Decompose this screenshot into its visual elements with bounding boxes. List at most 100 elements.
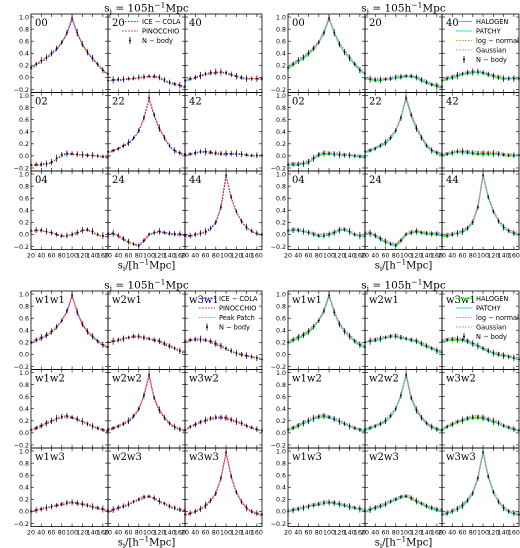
nbody-point bbox=[255, 428, 258, 431]
nbody-point bbox=[184, 79, 186, 82]
series-line-patchy bbox=[364, 495, 443, 513]
nbody-point bbox=[400, 336, 402, 339]
y-tick-label: 0.8 bbox=[276, 105, 286, 112]
nbody-point bbox=[245, 226, 248, 229]
y-tick-label: 0.0 bbox=[276, 430, 286, 437]
nbody-point bbox=[425, 144, 428, 147]
nbody-point bbox=[384, 336, 387, 339]
panel-label: w3w2 bbox=[189, 374, 219, 385]
x-tick-label: 160 bbox=[174, 253, 186, 260]
nbody-point bbox=[461, 504, 464, 507]
series-line-gaussian bbox=[441, 450, 520, 514]
y-tick-label: 1.0 bbox=[276, 291, 286, 298]
x-tick-label: 20 bbox=[181, 530, 189, 537]
nbody-point bbox=[374, 506, 377, 509]
series-line-gaussian bbox=[441, 173, 520, 235]
x-tick-label: 160 bbox=[431, 530, 443, 537]
nbody-point bbox=[323, 31, 325, 34]
nbody-point bbox=[30, 164, 32, 166]
nbody-point bbox=[91, 505, 94, 508]
nbody-point bbox=[194, 151, 197, 154]
nbody-point bbox=[420, 416, 423, 419]
nbody-point bbox=[507, 77, 510, 80]
nbody-point bbox=[117, 147, 120, 150]
nbody-point bbox=[461, 419, 464, 422]
panel-label: 24 bbox=[369, 175, 382, 186]
nbody-point bbox=[466, 227, 469, 230]
nbody-point bbox=[492, 491, 495, 493]
nbody-point bbox=[127, 77, 130, 80]
y-tick-label: 0.2 bbox=[276, 141, 286, 148]
nbody-point bbox=[312, 325, 315, 328]
x-tick-label: 140 bbox=[87, 530, 99, 537]
nbody-point bbox=[261, 154, 263, 157]
x-tick-label: 160 bbox=[97, 530, 109, 537]
nbody-point bbox=[153, 339, 156, 341]
nbody-point bbox=[91, 425, 94, 428]
x-tick-label: 80 bbox=[469, 530, 477, 537]
nbody-point bbox=[143, 336, 145, 339]
nbody-point bbox=[235, 152, 238, 155]
nbody-point bbox=[394, 498, 397, 501]
nbody-point bbox=[220, 152, 222, 155]
x-axis-label: si/[h−1Mpc] bbox=[375, 536, 433, 548]
y-tick-label: 0.4 bbox=[276, 208, 286, 215]
nbody-point bbox=[420, 231, 423, 234]
series-line-peak-patch bbox=[107, 373, 186, 431]
y-tick-label: 0.4 bbox=[19, 485, 29, 492]
nbody-point bbox=[364, 341, 366, 344]
nbody-point bbox=[323, 415, 325, 417]
y-tick-label: −0.2 bbox=[14, 442, 29, 449]
nbody-point bbox=[456, 232, 459, 235]
nbody-point bbox=[312, 233, 315, 236]
y-tick-label: 0.6 bbox=[19, 394, 29, 401]
panel-label: 02 bbox=[292, 97, 305, 108]
nbody-point bbox=[250, 510, 253, 513]
title-unit: Mpc bbox=[165, 3, 188, 15]
series-line-gaussian bbox=[364, 93, 443, 154]
y-tick-label: 0.2 bbox=[19, 418, 29, 425]
y-tick-label: 0.6 bbox=[276, 195, 286, 202]
nbody-point bbox=[112, 149, 115, 152]
xlabel-rest: /[h bbox=[125, 538, 139, 548]
nbody-point bbox=[348, 425, 351, 428]
x-tick-label: 40 bbox=[114, 530, 122, 537]
nbody-point bbox=[302, 230, 305, 233]
nbody-point bbox=[358, 343, 361, 346]
y-tick-label: 0.4 bbox=[276, 406, 286, 413]
xlabel-superscript: −1 bbox=[396, 259, 406, 267]
nbody-point bbox=[415, 340, 418, 343]
nbody-point bbox=[400, 239, 402, 242]
panel-w1w2: −0.2 0.0 0.2 0.4 0.6 0.8 1.0 w1w2 bbox=[14, 369, 109, 449]
nbody-point bbox=[456, 74, 459, 77]
y-tick-label: −0.2 bbox=[14, 165, 29, 172]
series-line-patchy bbox=[287, 501, 366, 513]
y-tick-label: −0.2 bbox=[14, 364, 29, 371]
panel-04: −0.20.00.20.40.60.81.020 40 60 80 1001201401… bbox=[14, 170, 109, 260]
nbody-point bbox=[250, 77, 253, 80]
series-line-log-normal bbox=[287, 152, 366, 165]
nbody-point bbox=[333, 418, 336, 420]
nbody-point bbox=[497, 153, 500, 155]
panel-label: 20 bbox=[112, 18, 125, 29]
nbody-point bbox=[292, 163, 295, 166]
nbody-point bbox=[287, 229, 289, 232]
y-tick-label: 0.4 bbox=[276, 129, 286, 136]
y-tick-label: 0.0 bbox=[276, 153, 286, 160]
nbody-point bbox=[441, 79, 443, 82]
nbody-point bbox=[66, 152, 68, 155]
nbody-point bbox=[255, 154, 258, 157]
nbody-point bbox=[137, 498, 140, 501]
series-line-halogen bbox=[364, 336, 443, 354]
panel-w1w1: −0.2 0.0 0.2 0.4 0.6 0.8 1.0 w1w1 bbox=[14, 290, 109, 371]
y-tick-label: 1.0 bbox=[276, 93, 286, 100]
nbody-point bbox=[328, 416, 330, 419]
nbody-point bbox=[76, 231, 79, 234]
series-line-log-normal bbox=[441, 150, 520, 156]
nbody-point bbox=[518, 154, 520, 157]
nbody-point bbox=[317, 415, 320, 418]
nbody-point bbox=[420, 136, 423, 139]
y-tick-label: 1.0 bbox=[276, 14, 286, 21]
series-line-pinocchio bbox=[184, 71, 263, 81]
nbody-point bbox=[394, 76, 397, 79]
